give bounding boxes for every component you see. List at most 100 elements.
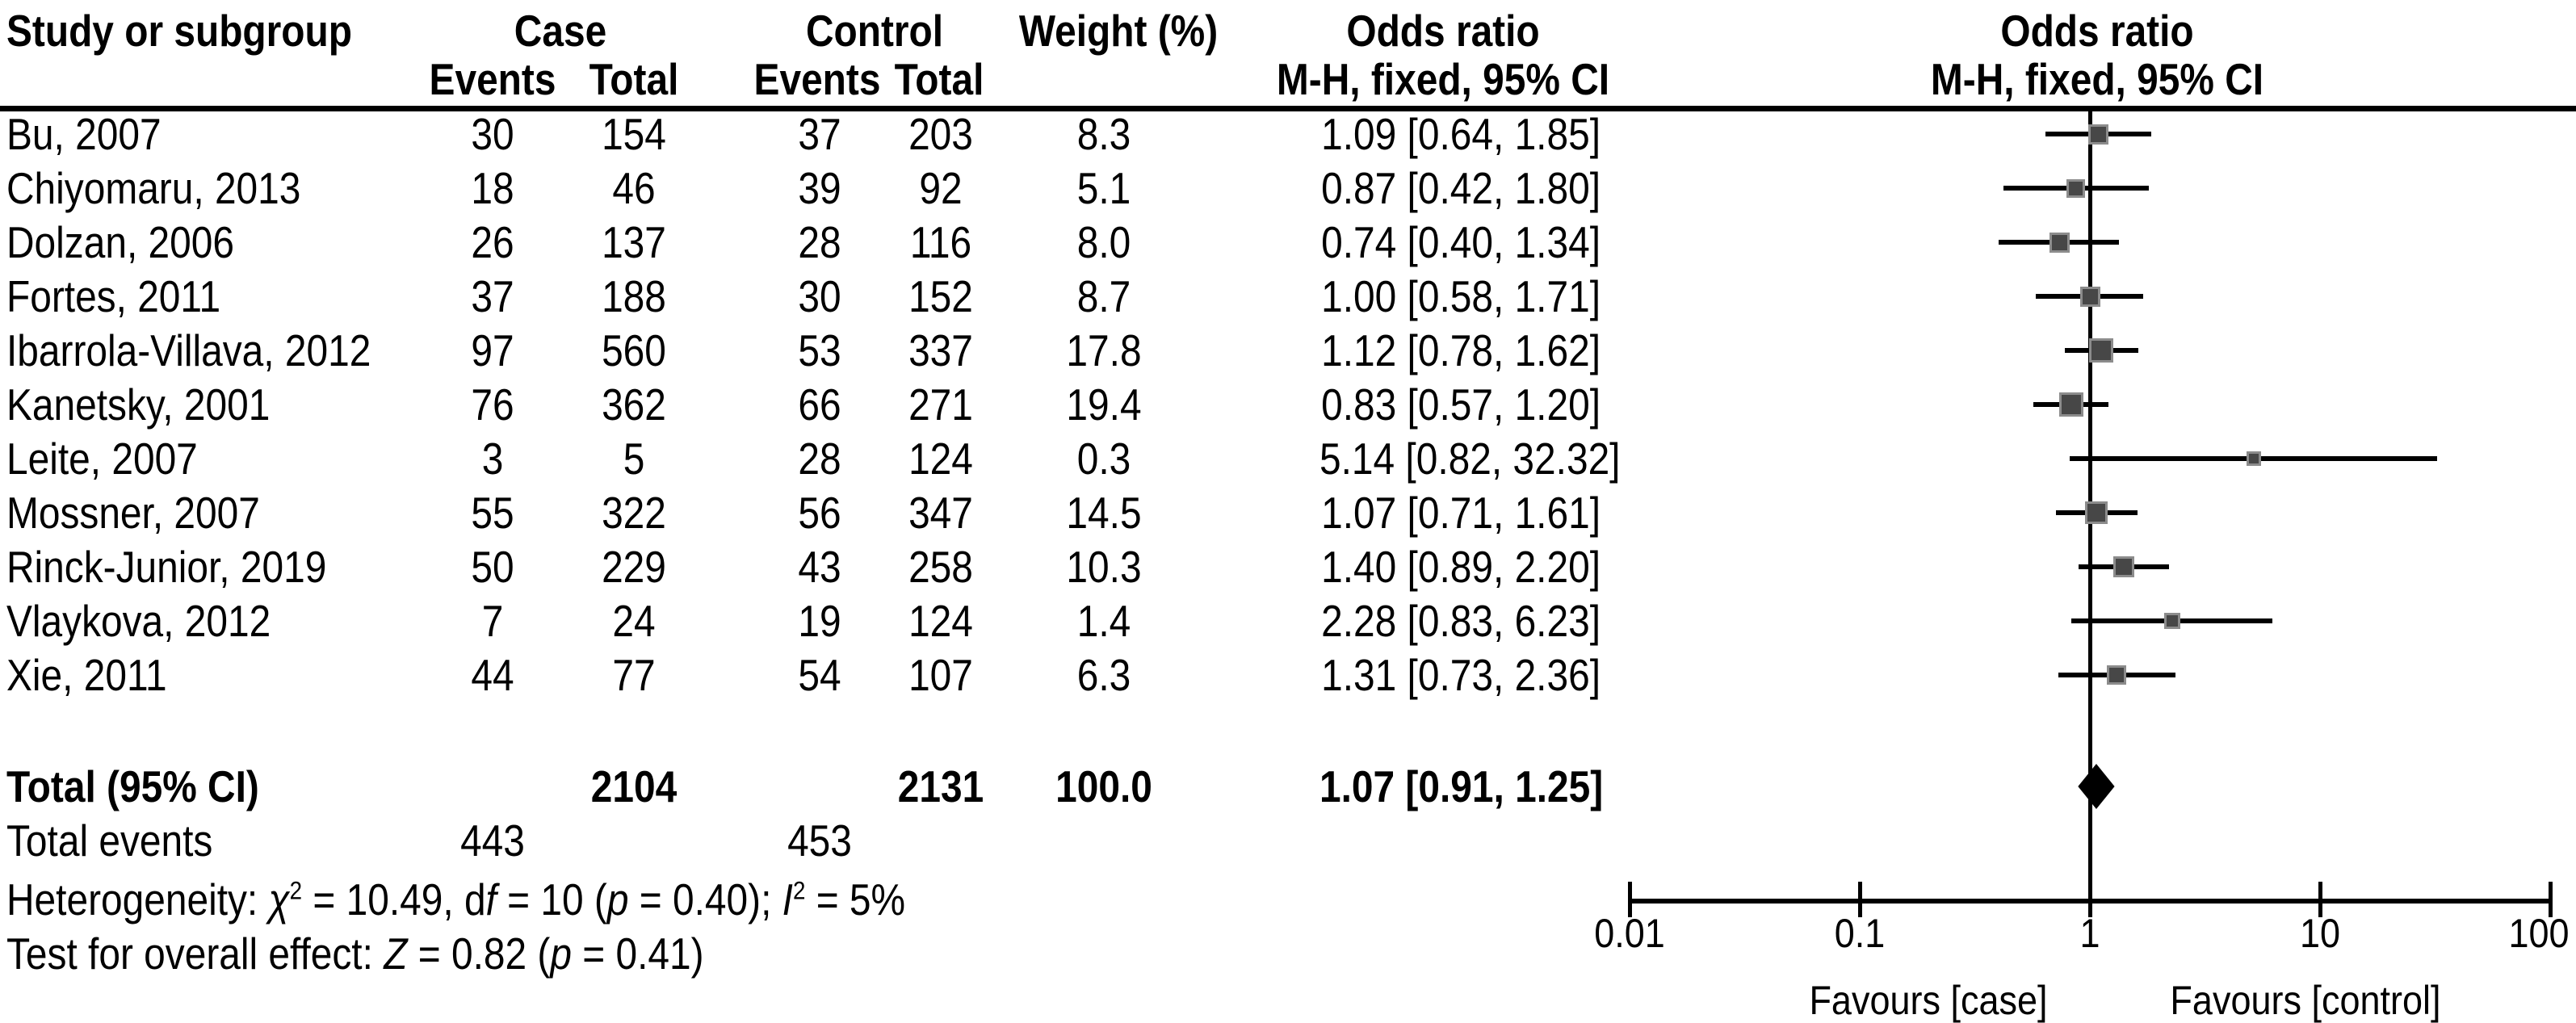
cell-control-total: 124: [908, 596, 973, 646]
table-row: Mossner, 2007 55 322 56 347 14.5 1.07 [0…: [0, 486, 2576, 539]
cell-case-total: 188: [602, 271, 666, 321]
cell-control-events: 43: [798, 542, 841, 592]
cell-case-total: 77: [612, 650, 656, 700]
cell-control-events: 56: [798, 488, 841, 538]
cell-case-events: 76: [471, 379, 514, 430]
x-axis-tick: [1857, 882, 1862, 917]
cell-or-ci: 2.28 [0.83, 6.23]: [1321, 596, 1601, 646]
plot-header-mh-ci: M-H, fixed, 95% CI: [1930, 54, 2264, 104]
cell-control-total: 258: [908, 542, 973, 592]
cell-control-total: 124: [908, 434, 973, 484]
cell-weight: 10.3: [1066, 542, 1142, 592]
x-axis-tick-label: 0.1: [1834, 911, 1886, 956]
study-name: Fortes, 2011: [6, 271, 221, 321]
total-row: Total (95% CI) 2104 2131 100.0 1.07 [0.9…: [0, 760, 2576, 813]
cell-weight: 8.3: [1076, 109, 1131, 159]
effect-square: [2069, 181, 2083, 195]
cell-or-ci: 0.87 [0.42, 1.80]: [1321, 163, 1601, 213]
cell-or-ci: 1.31 [0.73, 2.36]: [1321, 650, 1601, 700]
cell-case-total: 322: [602, 488, 666, 538]
study-name: Bu, 2007: [6, 109, 162, 159]
cell-weight: 8.7: [1076, 271, 1131, 321]
col-header-case-events: Events: [429, 54, 556, 104]
cell-or-ci: 1.09 [0.64, 1.85]: [1321, 109, 1601, 159]
study-name: Leite, 2007: [6, 434, 198, 484]
table-row: Ibarrola-Villava, 2012 97 560 53 337 17.…: [0, 324, 2576, 377]
cell-case-total: 5: [623, 434, 645, 484]
cell-control-events: 28: [798, 434, 841, 484]
effect-square: [2248, 454, 2259, 463]
overall-effect-text: Test for overall effect: Z = 0.82 (p = 0…: [6, 929, 704, 979]
cell-case-events: 26: [471, 217, 514, 267]
effect-square: [2082, 288, 2098, 304]
cell-control-events: 30: [798, 271, 841, 321]
effect-square: [2115, 559, 2132, 575]
study-name: Dolzan, 2006: [6, 217, 234, 267]
heterogeneity-row: Heterogeneity: χ2 = 10.49, df = 10 (p = …: [0, 873, 2576, 926]
x-axis-tick-label: 0.01: [1594, 911, 1665, 956]
study-name: Kanetsky, 2001: [6, 379, 271, 430]
cell-control-total: 271: [908, 379, 973, 430]
cell-weight: 6.3: [1076, 650, 1131, 700]
x-axis-tick-label: 100: [2508, 911, 2570, 956]
cell-case-total: 154: [602, 109, 666, 159]
favours-right-label: Favours [control]: [2170, 978, 2441, 1023]
cell-control-events: 28: [798, 217, 841, 267]
col-header-case: Case: [514, 6, 607, 56]
heterogeneity-text: Heterogeneity: χ2 = 10.49, df = 10 (p = …: [6, 874, 906, 924]
col-header-control-total: Total: [894, 54, 984, 104]
cell-weight: 19.4: [1066, 379, 1142, 430]
total-case-total: 2104: [590, 761, 678, 811]
cell-case-total: 24: [612, 596, 656, 646]
table-row: Fortes, 2011 37 188 30 152 8.7 1.00 [0.5…: [0, 270, 2576, 323]
cell-control-events: 53: [798, 325, 841, 375]
chi-symbol: χ: [268, 874, 290, 924]
cell-case-total: 46: [612, 163, 656, 213]
effect-square: [2061, 395, 2081, 414]
table-row: Chiyomaru, 2013 18 46 39 92 5.1 0.87 [0.…: [0, 161, 2576, 215]
study-name: Mossner, 2007: [6, 488, 260, 538]
x-axis-tick: [2087, 882, 2092, 917]
col-header-study: Study or subgroup: [6, 6, 352, 56]
cell-case-total: 560: [602, 325, 666, 375]
cell-or-ci: 1.12 [0.78, 1.62]: [1321, 325, 1601, 375]
study-name: Rinck-Junior, 2019: [6, 542, 327, 592]
cell-weight: 14.5: [1066, 488, 1142, 538]
cell-control-total: 337: [908, 325, 973, 375]
col-header-weight: Weight (%): [1018, 6, 1219, 56]
col-header-case-total: Total: [589, 54, 679, 104]
study-name: Vlaykova, 2012: [6, 596, 271, 646]
cell-or-ci: 5.14 [0.82, 32.32]: [1319, 434, 1621, 484]
cell-weight: 17.8: [1066, 325, 1142, 375]
cell-case-events: 44: [471, 650, 514, 700]
total-events-control: 453: [787, 815, 852, 866]
cell-case-events: 55: [471, 488, 514, 538]
col-header-odds-ratio: Odds ratio: [1346, 6, 1540, 56]
study-name: Chiyomaru, 2013: [6, 163, 301, 213]
x-axis-tick: [1627, 882, 1632, 917]
total-or-ci: 1.07 [0.91, 1.25]: [1319, 761, 1604, 811]
header-divider-rule: [0, 106, 2576, 111]
effect-square: [2167, 615, 2178, 627]
plot-header-odds-ratio: Odds ratio: [2000, 6, 2194, 56]
table-row: Xie, 2011 44 77 54 107 6.3 1.31 [0.73, 2…: [0, 648, 2576, 702]
total-events-row: Total events 443 453: [0, 814, 2576, 867]
cell-weight: 8.0: [1076, 217, 1131, 267]
cell-or-ci: 0.83 [0.57, 1.20]: [1321, 379, 1601, 430]
table-row: Rinck-Junior, 2019 50 229 43 258 10.3 1.…: [0, 540, 2576, 593]
x-axis-tick: [2318, 882, 2322, 917]
study-name: Xie, 2011: [6, 650, 167, 700]
table-row: Bu, 2007 30 154 37 203 8.3 1.09 [0.64, 1…: [0, 107, 2576, 161]
cell-control-total: 116: [909, 217, 972, 267]
i-squared-symbol: I: [782, 874, 793, 924]
cell-control-events: 54: [798, 650, 841, 700]
col-header-mh-ci: M-H, fixed, 95% CI: [1276, 54, 1610, 104]
cell-or-ci: 1.07 [0.71, 1.61]: [1321, 488, 1601, 538]
cell-case-events: 3: [481, 434, 504, 484]
effect-square: [2091, 126, 2107, 142]
x-axis-tick-label: 10: [2299, 911, 2341, 956]
total-control-total: 2131: [897, 761, 984, 811]
cell-or-ci: 0.74 [0.40, 1.34]: [1321, 217, 1601, 267]
effect-square: [2091, 341, 2112, 360]
